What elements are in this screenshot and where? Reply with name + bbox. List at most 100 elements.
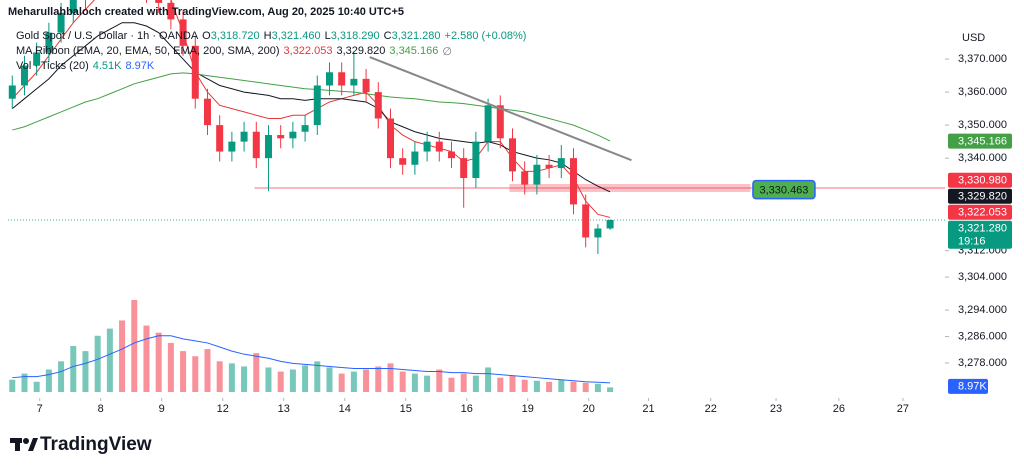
y-tick-label: 3,350.000 <box>958 119 1007 131</box>
volume-bar <box>485 367 492 392</box>
volume-bar <box>338 373 345 392</box>
volume-bar <box>497 377 504 392</box>
price-tag-label: 3,330.980 <box>958 175 1007 187</box>
volume-bar <box>546 381 553 392</box>
volume-bar <box>289 369 296 392</box>
logo-icon <box>10 438 38 451</box>
candle-body <box>57 12 65 33</box>
candle-body <box>399 158 407 165</box>
callout-box <box>752 179 816 200</box>
price-tag <box>948 172 1012 188</box>
volume-bar <box>302 365 309 392</box>
price-tag-label: 3,321.280 <box>958 223 1007 235</box>
candle-body <box>203 98 211 126</box>
plot-pane <box>8 0 945 392</box>
vol-title: Vol · Ticks (20) <box>16 60 89 72</box>
attribution: Meharullahbaloch created with TradingVie… <box>8 6 404 18</box>
x-tick-label: 22 <box>705 403 717 415</box>
ma-line <box>12 72 611 142</box>
candle-body <box>8 85 16 99</box>
trend-line <box>369 56 632 162</box>
y-tick-label: 3,312.000 <box>958 245 1007 257</box>
change: +2.580 (+0.08%) <box>444 30 527 42</box>
brand: TradingView <box>40 434 152 455</box>
volume-bar <box>265 367 272 392</box>
candle-body <box>191 45 199 99</box>
volume-bar <box>509 375 516 392</box>
symbol: Gold Spot / U.S. Dollar · 1h · OANDA <box>16 30 199 42</box>
volume-bar <box>607 387 614 392</box>
volume-bar <box>570 381 577 392</box>
x-tick-label: 27 <box>897 403 909 415</box>
y-tick-label: 3,370.000 <box>958 53 1007 65</box>
candle-body <box>484 105 492 142</box>
volume-bar <box>143 325 150 392</box>
ohlc-key: C <box>383 30 392 42</box>
volume-bar <box>167 342 174 392</box>
volume-bar <box>204 349 211 392</box>
candle-body <box>496 105 504 139</box>
candle-body <box>557 158 565 169</box>
volume-tag-label: 8.97K <box>958 381 987 393</box>
candle-body <box>216 125 224 152</box>
x-tick-label: 13 <box>278 403 290 415</box>
vol-value: 4.51K <box>92 60 122 72</box>
volume-bar <box>363 369 370 392</box>
volume-bar <box>216 361 223 392</box>
ohlc-key: H <box>263 30 272 42</box>
x-tick-label: 15 <box>400 403 412 415</box>
ma-title: MA Ribbon (EMA, 20, EMA, 50, EMA, 200, S… <box>16 45 280 57</box>
y-tick-label: 3,294.000 <box>958 304 1007 316</box>
volume-bar <box>277 371 284 392</box>
volume-bar <box>155 332 162 392</box>
y-tick-label: 3,286.000 <box>958 330 1007 342</box>
price-tag <box>948 220 1012 249</box>
candle-body <box>447 151 455 159</box>
volume-bar <box>58 361 65 392</box>
y-tick-label: 3,340.000 <box>958 152 1007 164</box>
ohlc-key: O <box>202 30 211 42</box>
volume-bar <box>106 328 113 392</box>
candle-body <box>423 141 431 152</box>
y-tick-label: 3,278.000 <box>958 357 1007 369</box>
countdown: 19:16 <box>958 236 986 248</box>
candle-body <box>533 164 541 185</box>
ohlc-value: 3,318.290 <box>330 30 380 42</box>
price-tag <box>948 133 1012 149</box>
vol-ma-value: 8.97K <box>125 60 155 72</box>
volume-bar <box>21 373 28 392</box>
volume-bar <box>314 361 321 392</box>
volume-bar <box>131 300 138 392</box>
x-tick-label: 21 <box>642 403 654 415</box>
candle-body <box>435 141 443 152</box>
x-tick-label: 16 <box>461 403 473 415</box>
volume-bar <box>436 369 443 392</box>
ma-value: 3,322.053 <box>283 45 333 57</box>
x-tick-label: 23 <box>770 403 782 415</box>
x-tick-label: 8 <box>98 403 104 415</box>
volume-bar <box>424 375 431 392</box>
candle-body <box>20 65 28 86</box>
volume-bar <box>241 366 248 392</box>
price-tag-label: 3,322.053 <box>958 207 1007 219</box>
candle-body <box>240 131 248 142</box>
volume-bar <box>33 381 40 392</box>
callout-label: 3,330.463 <box>759 185 808 197</box>
candle-body <box>460 158 468 178</box>
candle-body <box>521 171 529 185</box>
ma-value: 3,345.166 <box>389 45 439 57</box>
candle-body <box>350 78 358 86</box>
ohlc-item: H3,321.460 <box>264 30 321 42</box>
ohlc-item: O3,318.720 <box>202 30 260 42</box>
volume-ma-line <box>12 335 611 384</box>
volume-bar <box>94 335 101 392</box>
candle-body <box>69 0 77 13</box>
candle-body <box>325 72 333 86</box>
volume-tag <box>948 378 988 394</box>
ohlc-item: C3,321.280 <box>384 30 441 42</box>
candle-body <box>338 72 346 86</box>
volume-bar <box>533 380 540 392</box>
candle-body <box>289 131 297 139</box>
candle-body <box>545 164 553 169</box>
